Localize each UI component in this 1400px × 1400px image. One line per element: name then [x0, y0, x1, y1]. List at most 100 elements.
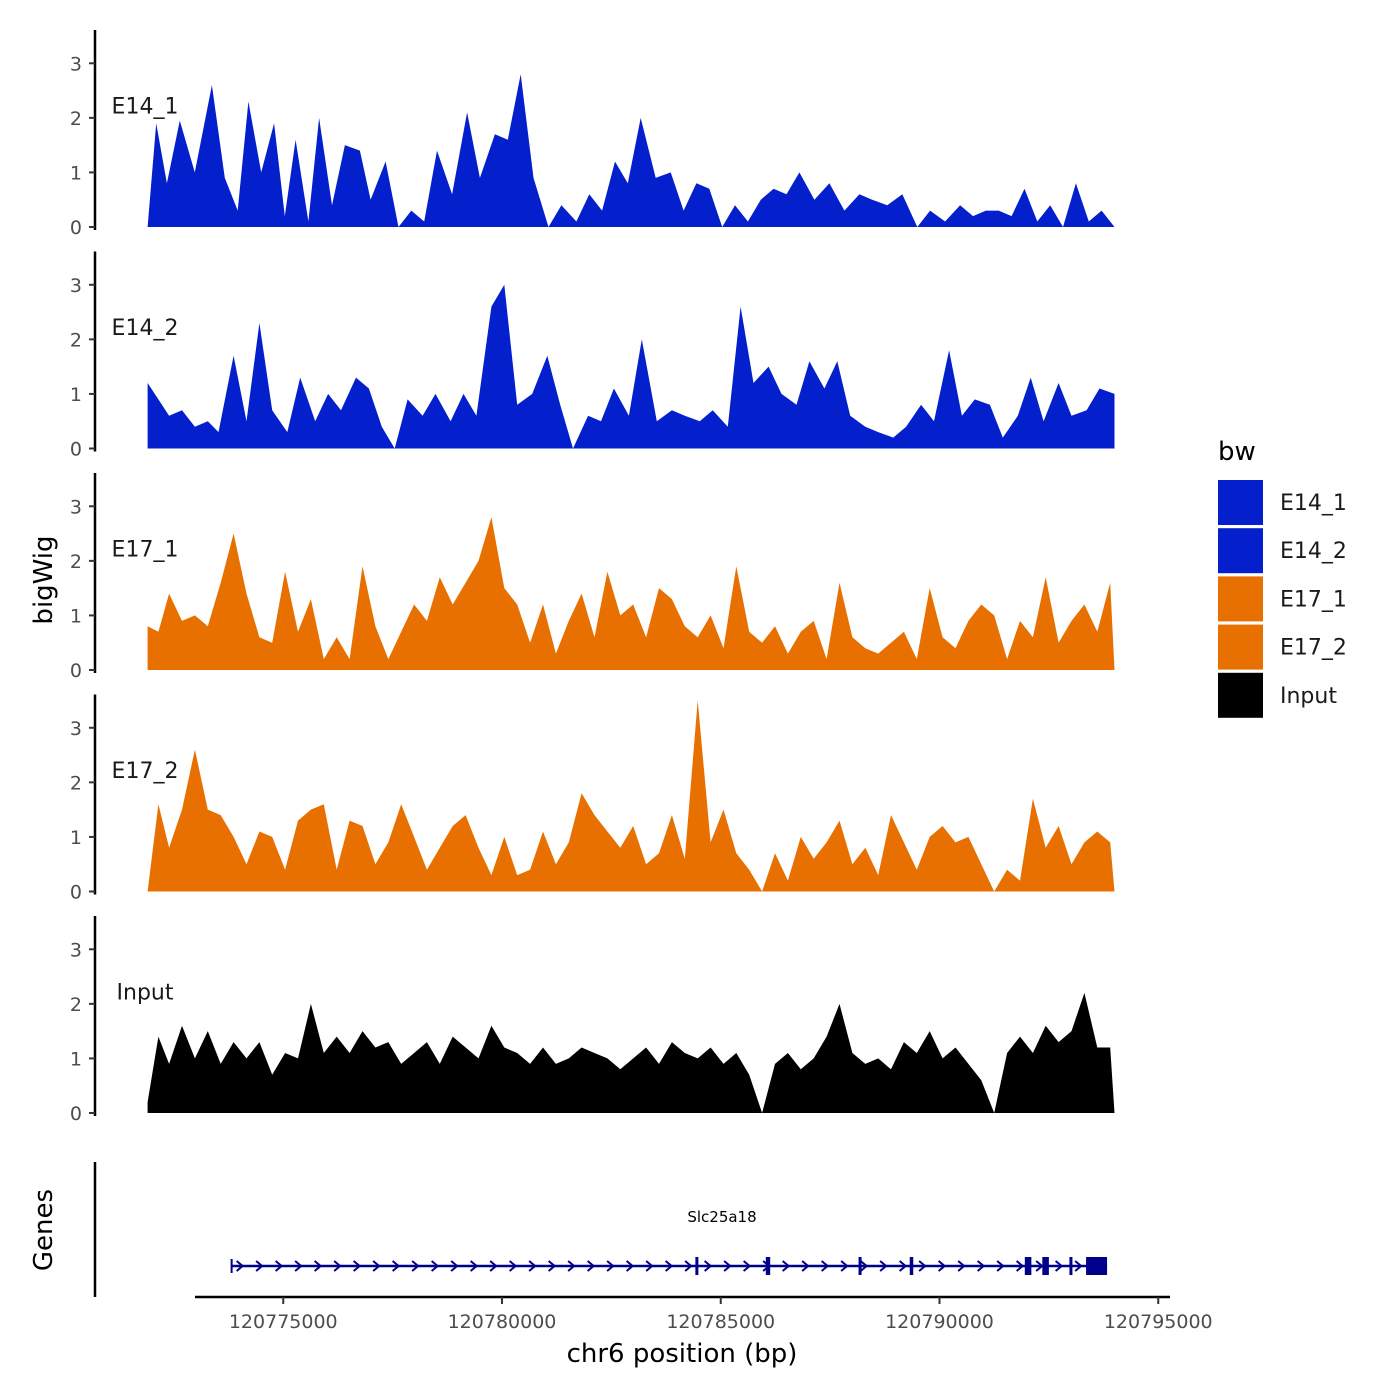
y-tick-label-2: 2 [70, 108, 82, 130]
y-tick-label-0: 0 [70, 217, 82, 239]
strand-arrow [313, 1260, 323, 1272]
legend-label-e14-2: E14_2 [1280, 539, 1347, 564]
strand-arrow [898, 1260, 908, 1272]
gene-exon-1 [695, 1257, 699, 1275]
strand-arrow [508, 1260, 518, 1272]
strand-arrow [430, 1260, 440, 1272]
legend-key-input [1218, 672, 1263, 718]
strand-arrow [957, 1260, 966, 1272]
strand-arrow [469, 1260, 479, 1272]
strand-arrow [255, 1260, 264, 1272]
gene-exon-6 [1042, 1257, 1049, 1275]
strand-arrow [684, 1260, 693, 1272]
strand-arrow [274, 1260, 284, 1272]
y-tick-label-3: 3 [70, 53, 82, 75]
x-tick-label-120790000: 120790000 [885, 1311, 994, 1333]
gene-exon-7 [1069, 1257, 1073, 1275]
strand-arrow [645, 1260, 654, 1272]
strand-arrow [723, 1260, 732, 1272]
strand-arrow [352, 1260, 362, 1272]
coverage-area-e14-1 [147, 74, 1115, 227]
coverage-area-e14-2 [147, 284, 1115, 449]
y-tick-label-3: 3 [70, 939, 82, 961]
gene-exon-2 [765, 1257, 771, 1275]
gene-exon-3 [858, 1257, 862, 1275]
strand-arrow [840, 1260, 849, 1272]
strand-arrow [294, 1260, 303, 1272]
y-tick-label-2: 2 [70, 772, 82, 794]
strand-arrow [450, 1260, 459, 1272]
gene-exon-8 [1086, 1257, 1108, 1275]
coverage-tracks: 0 1 2 3 E14_1 0 1 2 3 E14_2 0 1 2 3 E17_1 0 1 2 3 E17_2 0 1 2 3… [70, 30, 1115, 1125]
y-tick-label-3: 3 [70, 718, 82, 740]
track-e17-1: 0 1 2 3 E17_1 [70, 473, 1115, 682]
strand-arrow [489, 1260, 498, 1272]
x-axis-title: chr6 position (bp) [567, 1339, 798, 1369]
x-axis: 120775000 120780000 120785000 120790000 1207… [195, 1295, 1213, 1333]
genes-track-label: Genes [29, 1189, 59, 1271]
y-tick-label-0: 0 [70, 439, 82, 461]
legend-label-input: Input [1280, 684, 1337, 709]
gene-exon-5 [1024, 1257, 1032, 1275]
strand-arrow [1035, 1260, 1044, 1272]
strand-arrow [547, 1260, 557, 1272]
strand-arrow [1074, 1260, 1083, 1272]
y-tick-label-1: 1 [70, 1048, 82, 1070]
y-tick-label-3: 3 [70, 275, 82, 297]
track-e17-2: 0 1 2 3 E17_2 [70, 694, 1115, 904]
track-e14-2: 0 1 2 3 E14_2 [70, 251, 1115, 461]
y-tick-label-1: 1 [70, 162, 82, 184]
legend: bw E14_1 E14_2 E17_1 E17_2 Input [1218, 437, 1347, 718]
legend-key-e17-2 [1218, 624, 1263, 670]
strand-arrow [937, 1260, 947, 1272]
strand-arrow [1054, 1260, 1064, 1272]
y-tick-label-0: 0 [70, 882, 82, 904]
strand-arrow [820, 1260, 830, 1272]
x-tick-label-120775000: 120775000 [229, 1311, 338, 1333]
strand-arrow [372, 1260, 381, 1272]
y-tick-label-1: 1 [70, 384, 82, 406]
strand-arrow [781, 1260, 791, 1272]
coverage-area-e17-2 [147, 700, 1115, 892]
strand-arrow [664, 1260, 674, 1272]
track-label-e17-1: E17_1 [112, 538, 179, 563]
coverage-area-e17-1 [147, 517, 1115, 670]
track-label-input: Input [117, 981, 174, 1006]
genes-track: Genes Slc25a18 [29, 1162, 1108, 1297]
y-tick-label-0: 0 [70, 660, 82, 682]
strand-arrow [742, 1260, 752, 1272]
strand-arrow [859, 1260, 869, 1272]
y-axis-title: bigWig [29, 535, 59, 624]
track-e14-1: 0 1 2 3 E14_1 [70, 30, 1115, 239]
legend-key-e14-1 [1218, 480, 1263, 525]
strand-arrow [391, 1260, 401, 1272]
strand-arrow [918, 1260, 927, 1272]
strand-arrow [567, 1260, 576, 1272]
y-tick-label-2: 2 [70, 329, 82, 351]
y-tick-label-0: 0 [70, 1103, 82, 1125]
gene-exon-4 [909, 1257, 914, 1275]
strand-arrow [976, 1260, 986, 1272]
x-tick-label-120785000: 120785000 [666, 1311, 775, 1333]
legend-title: bw [1218, 437, 1256, 467]
strand-arrow [528, 1260, 537, 1272]
legend-key-e14-2 [1218, 528, 1263, 574]
y-tick-label-3: 3 [70, 496, 82, 518]
legend-label-e17-2: E17_2 [1280, 636, 1347, 661]
strand-arrow [801, 1260, 810, 1272]
strand-arrow [879, 1260, 888, 1272]
gene-name-label: Slc25a18 [687, 1208, 756, 1226]
strand-arrow [235, 1260, 245, 1272]
strand-arrow [703, 1260, 713, 1272]
track-label-e14-1: E14_1 [112, 95, 179, 120]
strand-arrow [411, 1260, 420, 1272]
y-tick-label-2: 2 [70, 551, 82, 573]
legend-key-e17-1 [1218, 576, 1263, 622]
legend-label-e14-1: E14_1 [1280, 491, 1347, 516]
strand-arrow [1015, 1260, 1025, 1272]
strand-arrow [606, 1260, 615, 1272]
track-input: 0 1 2 3 Input [70, 916, 1115, 1125]
x-tick-label-120780000: 120780000 [448, 1311, 557, 1333]
coverage-area-input [147, 992, 1115, 1113]
